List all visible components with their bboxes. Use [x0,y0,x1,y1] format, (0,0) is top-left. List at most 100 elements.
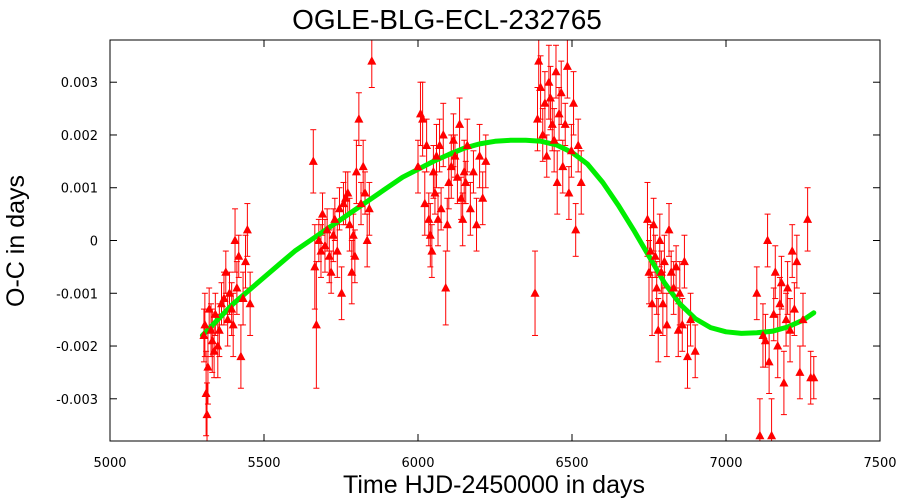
data-point-triangle [534,56,544,65]
data-point-triangle [650,251,660,260]
data-point-triangle [544,77,554,86]
chart-title: OGLE-BLG-ECL-232765 [292,4,602,35]
data-point-triangle [647,298,657,308]
data-point-triangle [225,288,234,297]
y-tick-label: 0.001 [61,182,98,197]
data-point-triangle [328,230,338,239]
fit-curve [199,137,817,338]
x-tick-label: 6500 [555,456,588,471]
data-point-triangle [690,346,700,355]
data-point-triangle [533,114,542,123]
data-point-triangle [558,161,568,171]
data-point-triangle [455,119,465,128]
data-point-triangle [339,198,348,208]
data-point-triangle [432,151,441,160]
data-point-triangle [332,246,342,255]
data-point-triangle [542,151,552,160]
data-point-triangle [428,166,438,176]
data-point-triangle [367,56,377,65]
data-point-triangle [554,108,564,118]
y-tick-label: -0.003 [56,393,98,408]
data-point-triangle [549,135,559,144]
data-point-triangle [354,114,364,123]
data-point-triangle [655,235,665,244]
data-point-triangle [458,214,468,223]
data-point-triangle [462,140,472,149]
data-point-triangle [347,267,357,276]
data-point-triangle [773,341,783,350]
data-point-triangle [238,293,248,302]
x-tick-label: 7000 [709,456,742,471]
data-point-triangle [418,114,428,123]
data-point-triangle [803,214,813,223]
y-tick-label: -0.002 [56,340,98,355]
data-point-triangle [760,335,770,345]
data-point-triangle [769,309,779,318]
data-point-triangle [785,325,795,334]
data-point-triangle [223,314,233,324]
data-point-triangle [316,246,326,255]
data-point-triangle [350,251,360,260]
data-point-triangle [656,267,666,276]
data-point-triangle [230,235,240,244]
data-point-triangle [206,325,216,334]
y-axis: -0.003 -0.002 -0.001 0 0.001 0.002 0.003 [56,76,880,408]
data-point-triangle [576,177,586,186]
data-point-triangle [345,219,355,229]
data-point-triangle [545,93,555,102]
data-point-triangle [653,325,663,334]
data-point-triangle [538,130,548,139]
plot-frame [109,39,881,442]
data-point-triangle [219,293,229,302]
data-point-triangle [204,304,214,313]
data-point-triangle [203,362,213,371]
y-tick-label: 0.002 [61,129,98,144]
data-point-triangle [413,161,423,171]
data-point-triangle [671,261,681,271]
data-point-triangle [770,267,780,276]
data-point-triangle [320,240,330,250]
data-point-triangle [792,256,802,266]
data-point-triangle [348,230,358,239]
data-point-triangle [199,330,209,339]
data-point-triangle [360,188,370,197]
data-point-triangle [430,188,440,197]
data-point-triangle [779,378,789,387]
data-point-triangle [356,198,366,208]
data-point-triangle [566,145,576,155]
data-point-triangle [686,314,696,324]
data-point-triangle [547,119,557,128]
x-axis: 5000 5500 6000 6500 7000 7500 [93,40,897,471]
data-point-triangle [673,325,683,334]
data-point-triangle [452,172,462,181]
data-point-triangle [677,319,687,329]
data-point-triangle [472,219,481,229]
data-point-triangle [569,98,578,107]
data-point-triangle [571,224,581,234]
data-point-triangle [564,188,574,197]
data-point-triangle [343,188,353,197]
data-point-triangle [669,283,679,292]
data-point-triangle [764,356,774,366]
data-point-triangle [767,430,777,440]
data-point-triangle [314,235,324,244]
data-point-triangle [217,298,226,308]
data-point-triangle [207,335,217,345]
data-point-triangle [448,135,458,144]
data-point-triangle [475,151,485,160]
data-point-triangle [202,409,212,419]
data-point-triangle [335,203,344,213]
data-point-triangle [351,166,361,176]
data-point-triangle [242,224,252,234]
data-point-triangle [775,298,785,308]
data-point-triangle [424,214,434,223]
data-point-triangle [441,283,451,292]
data-point-triangle [459,166,469,176]
data-point-triangle [787,246,797,255]
data-point-triangle [461,177,471,186]
x-tick-label: 6000 [401,456,434,471]
data-point-triangle [683,351,692,361]
data-point-triangle [358,161,368,171]
data-point-triangle [643,214,652,223]
